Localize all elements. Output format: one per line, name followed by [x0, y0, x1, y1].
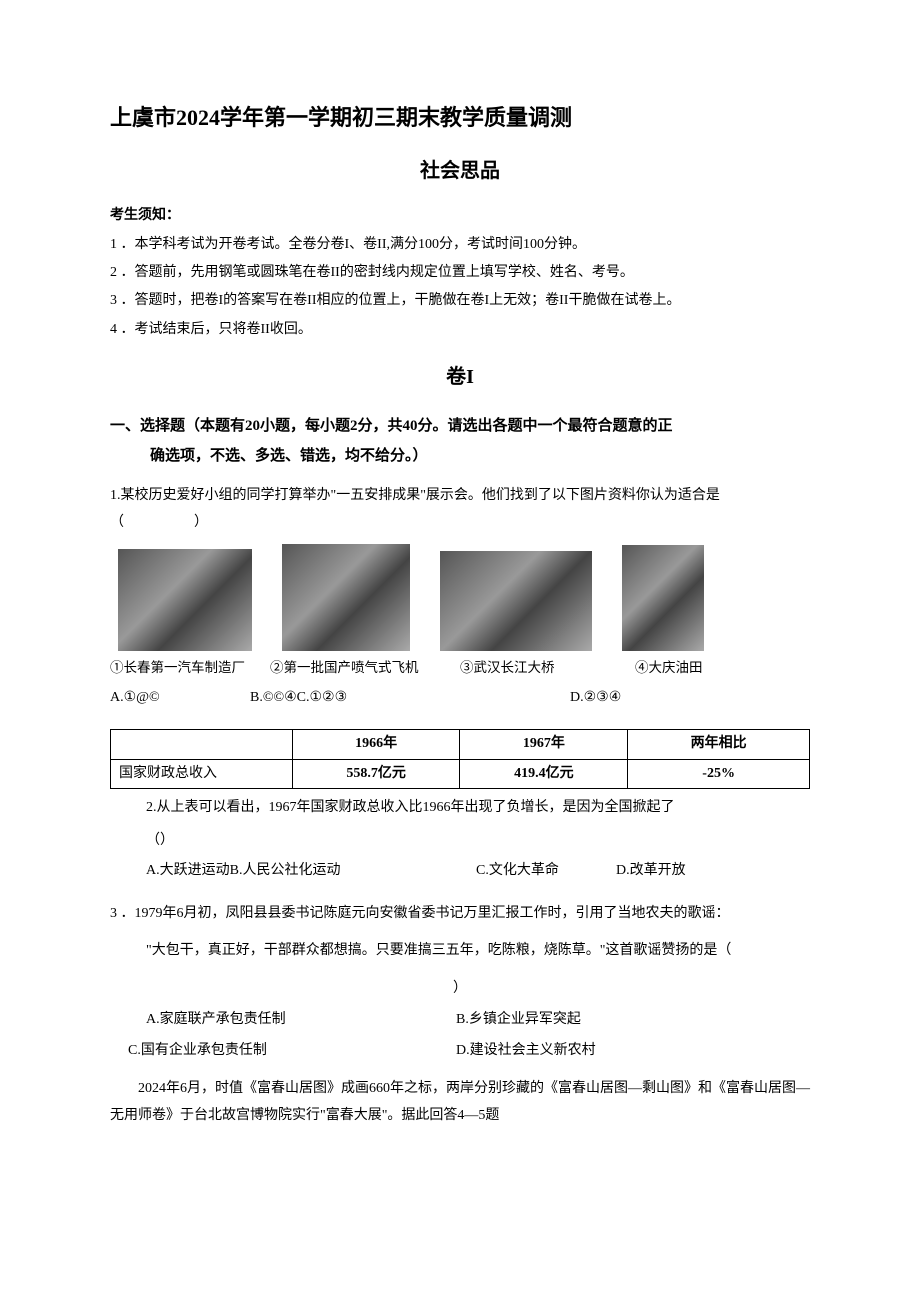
q3-line3: ）: [110, 972, 810, 1006]
td-2: 419.4亿元: [460, 759, 628, 788]
q1-options: A.①@© B.©©④C.①②③ D.②③④: [110, 687, 810, 709]
th-0: [111, 730, 293, 759]
td-3: -25%: [628, 759, 810, 788]
q3-opt-b: B.乡镇企业异军突起: [456, 1009, 581, 1031]
section-head-line2: 确选项，不选、多选、错选，均不给分。）: [110, 441, 810, 471]
title-sub: 社会思品: [110, 155, 810, 187]
q2-options: A.大跃进运动B.人民公社化运动 C.文化大革命 D.改革开放: [146, 860, 810, 882]
q2-opt-a: A.大跃进运动B.人民公社化运动: [146, 860, 476, 882]
notice-item-4: 4 ．考试结束后，只将卷II收回。: [110, 319, 810, 341]
section-head: 一、选择题（本题有20小题，每小题2分，共40分。请选出各题中一个最符合题意的正…: [110, 411, 810, 471]
section-mark: 卷I: [110, 361, 810, 393]
q1-text: 1.某校历史爱好小组的同学打算举办"一五安排成果"展示会。他们找到了以下图片资料…: [110, 483, 810, 536]
q1-caption-4: ④大庆油田: [635, 657, 735, 679]
q2-text-1: 2.从上表可以看出，1967年国家财政总收入比1966年出现了负增长，是因为全国…: [146, 795, 810, 822]
table-row: 国家财政总收入 558.7亿元 419.4亿元 -25%: [111, 759, 810, 788]
th-1: 1966年: [292, 730, 460, 759]
para-q45: 2024年6月，时值《富春山居图》成画660年之标，两岸分别珍藏的《富春山居图—…: [110, 1076, 810, 1129]
q1-opt-b: B.©©④C.①②③: [250, 687, 570, 709]
q2-block: 2.从上表可以看出，1967年国家财政总收入比1966年出现了负增长，是因为全国…: [110, 795, 810, 883]
q1-caption-1: ①长春第一汽车制造厂: [110, 657, 270, 679]
q1-image-1: [118, 549, 252, 651]
q2-text-2: （）: [146, 828, 810, 855]
q1-opt-d: D.②③④: [570, 687, 690, 709]
q3-line1: 3 ．1979年6月初，凤阳县县委书记陈庭元向安徽省委书记万里汇报工作时，引用了…: [110, 897, 810, 931]
q2-table: 1966年 1967年 两年相比 国家财政总收入 558.7亿元 419.4亿元…: [110, 729, 810, 789]
q1-caption-3: ③武汉长江大桥: [460, 657, 635, 679]
notice-item-1: 1 ．本学科考试为开卷考试。全卷分卷I、卷II,满分100分，考试时间100分钟…: [110, 234, 810, 256]
q1-image-2: [282, 544, 410, 651]
q1-opt-a: A.①@©: [110, 687, 250, 709]
q3-opt-d: D.建设社会主义新农村: [456, 1040, 596, 1062]
q2-opt-c: C.文化大革命: [476, 860, 616, 882]
q1-caption-2: ②第一批国产喷气式飞机: [270, 657, 460, 679]
q3-opt-c: C.国有企业承包责任制: [128, 1040, 456, 1062]
q1-image-3: [440, 551, 592, 651]
notice-item-3: 3 ．答题时，把卷I的答案写在卷II相应的位置上，干脆做在卷I上无效；卷II干脆…: [110, 290, 810, 312]
q1-image-row: [118, 544, 810, 651]
th-2: 1967年: [460, 730, 628, 759]
title-main: 上虞市2024学年第一学期初三期末教学质量调测: [110, 100, 810, 135]
q3-opts-row2: C.国有企业承包责任制 D.建设社会主义新农村: [110, 1040, 810, 1062]
q3-line2: "大包干，真正好，干部群众都想搞。只要准搞三五年，吃陈粮，烧陈草。"这首歌谣赞扬…: [110, 934, 810, 968]
td-1: 558.7亿元: [292, 759, 460, 788]
q3-opt-a: A.家庭联产承包责任制: [146, 1009, 456, 1031]
notice-item-2: 2 ．答题前，先用钢笔或圆珠笔在卷II的密封线内规定位置上填写学校、姓名、考号。: [110, 262, 810, 284]
table-row: 1966年 1967年 两年相比: [111, 730, 810, 759]
q2-opt-d: D.改革开放: [616, 860, 736, 882]
q1-image-4: [622, 545, 704, 651]
q3-opts-row1: A.家庭联产承包责任制 B.乡镇企业异军突起: [110, 1009, 810, 1031]
th-3: 两年相比: [628, 730, 810, 759]
q1-captions: ①长春第一汽车制造厂 ②第一批国产喷气式飞机 ③武汉长江大桥 ④大庆油田: [110, 657, 810, 679]
section-head-line1: 一、选择题（本题有20小题，每小题2分，共40分。请选出各题中一个最符合题意的正: [110, 411, 810, 441]
notice-head: 考生须知：: [110, 205, 810, 227]
td-0: 国家财政总收入: [111, 759, 293, 788]
